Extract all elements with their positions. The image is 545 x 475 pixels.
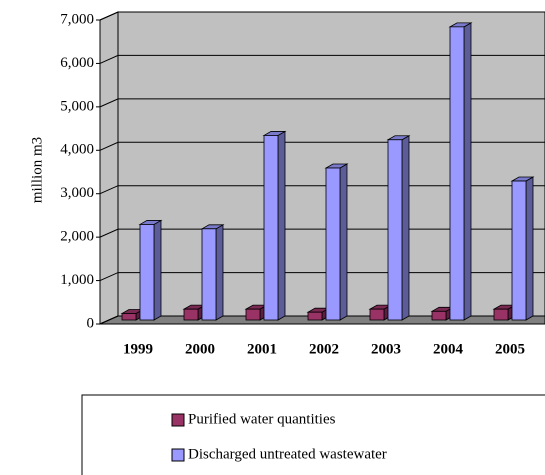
bar-side	[277, 130, 286, 321]
bar	[183, 308, 199, 321]
bar-side	[401, 135, 410, 321]
x-tick-label: 2001	[247, 341, 277, 357]
y-tick-label: 1,000	[60, 272, 94, 288]
bar-side	[339, 163, 348, 321]
y-tick-label: 5,000	[60, 98, 94, 114]
bar	[121, 313, 137, 321]
y-tick-label: 2,000	[60, 229, 94, 245]
legend-label: Discharged untreated wastewater	[188, 446, 387, 462]
bar-side	[215, 224, 224, 321]
y-tick-label: 7,000	[60, 11, 94, 27]
legend-swatch	[171, 448, 185, 462]
grid-line	[99, 11, 545, 21]
grid-line	[99, 98, 545, 108]
bar	[511, 180, 527, 321]
y-tick-label: 4,000	[60, 142, 94, 158]
y-tick-label: 6,000	[60, 55, 94, 71]
legend-label: Purified water quantities	[188, 411, 336, 427]
x-tick-label: 2004	[433, 341, 464, 357]
y-tick-label: 0	[87, 315, 95, 331]
bar	[449, 26, 465, 321]
bar	[245, 308, 261, 321]
grid-line	[99, 54, 545, 64]
legend-swatch	[171, 413, 185, 427]
bar	[263, 135, 279, 321]
bar	[307, 311, 323, 321]
bar	[325, 167, 341, 321]
bar	[431, 310, 447, 321]
x-tick-label: 1999	[123, 341, 153, 357]
bar	[139, 224, 155, 321]
y-tick-label: 3,000	[60, 185, 94, 201]
bar-side	[153, 219, 162, 321]
bar	[493, 308, 509, 321]
x-tick-label: 2002	[309, 341, 339, 357]
bar-side	[525, 176, 534, 321]
y-axis-label: million m3	[29, 137, 45, 203]
bar-side	[463, 22, 472, 321]
bar	[387, 139, 403, 321]
legend-box	[81, 394, 545, 475]
x-tick-label: 2005	[495, 341, 525, 357]
x-tick-label: 2000	[185, 341, 215, 357]
side-wall	[99, 11, 119, 325]
x-tick-label: 2003	[371, 341, 401, 357]
bar	[201, 228, 217, 321]
bar	[369, 308, 385, 321]
